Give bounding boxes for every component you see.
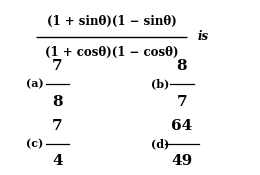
Text: is: is	[198, 30, 209, 43]
Text: 49: 49	[171, 154, 193, 168]
Text: 7: 7	[52, 119, 62, 133]
Text: (d): (d)	[151, 138, 169, 149]
Text: (1 + sinθ)(1 − sinθ): (1 + sinθ)(1 − sinθ)	[47, 15, 177, 27]
Text: (b): (b)	[151, 79, 169, 89]
Text: 7: 7	[177, 94, 187, 108]
Text: (c): (c)	[26, 138, 43, 149]
Text: 8: 8	[52, 94, 62, 108]
Text: 64: 64	[171, 119, 193, 133]
Text: 8: 8	[177, 60, 187, 74]
Text: 4: 4	[52, 154, 62, 168]
Text: (1 + cosθ)(1 − cosθ): (1 + cosθ)(1 − cosθ)	[45, 46, 179, 59]
Text: 7: 7	[52, 60, 62, 74]
Text: (a): (a)	[26, 79, 44, 89]
